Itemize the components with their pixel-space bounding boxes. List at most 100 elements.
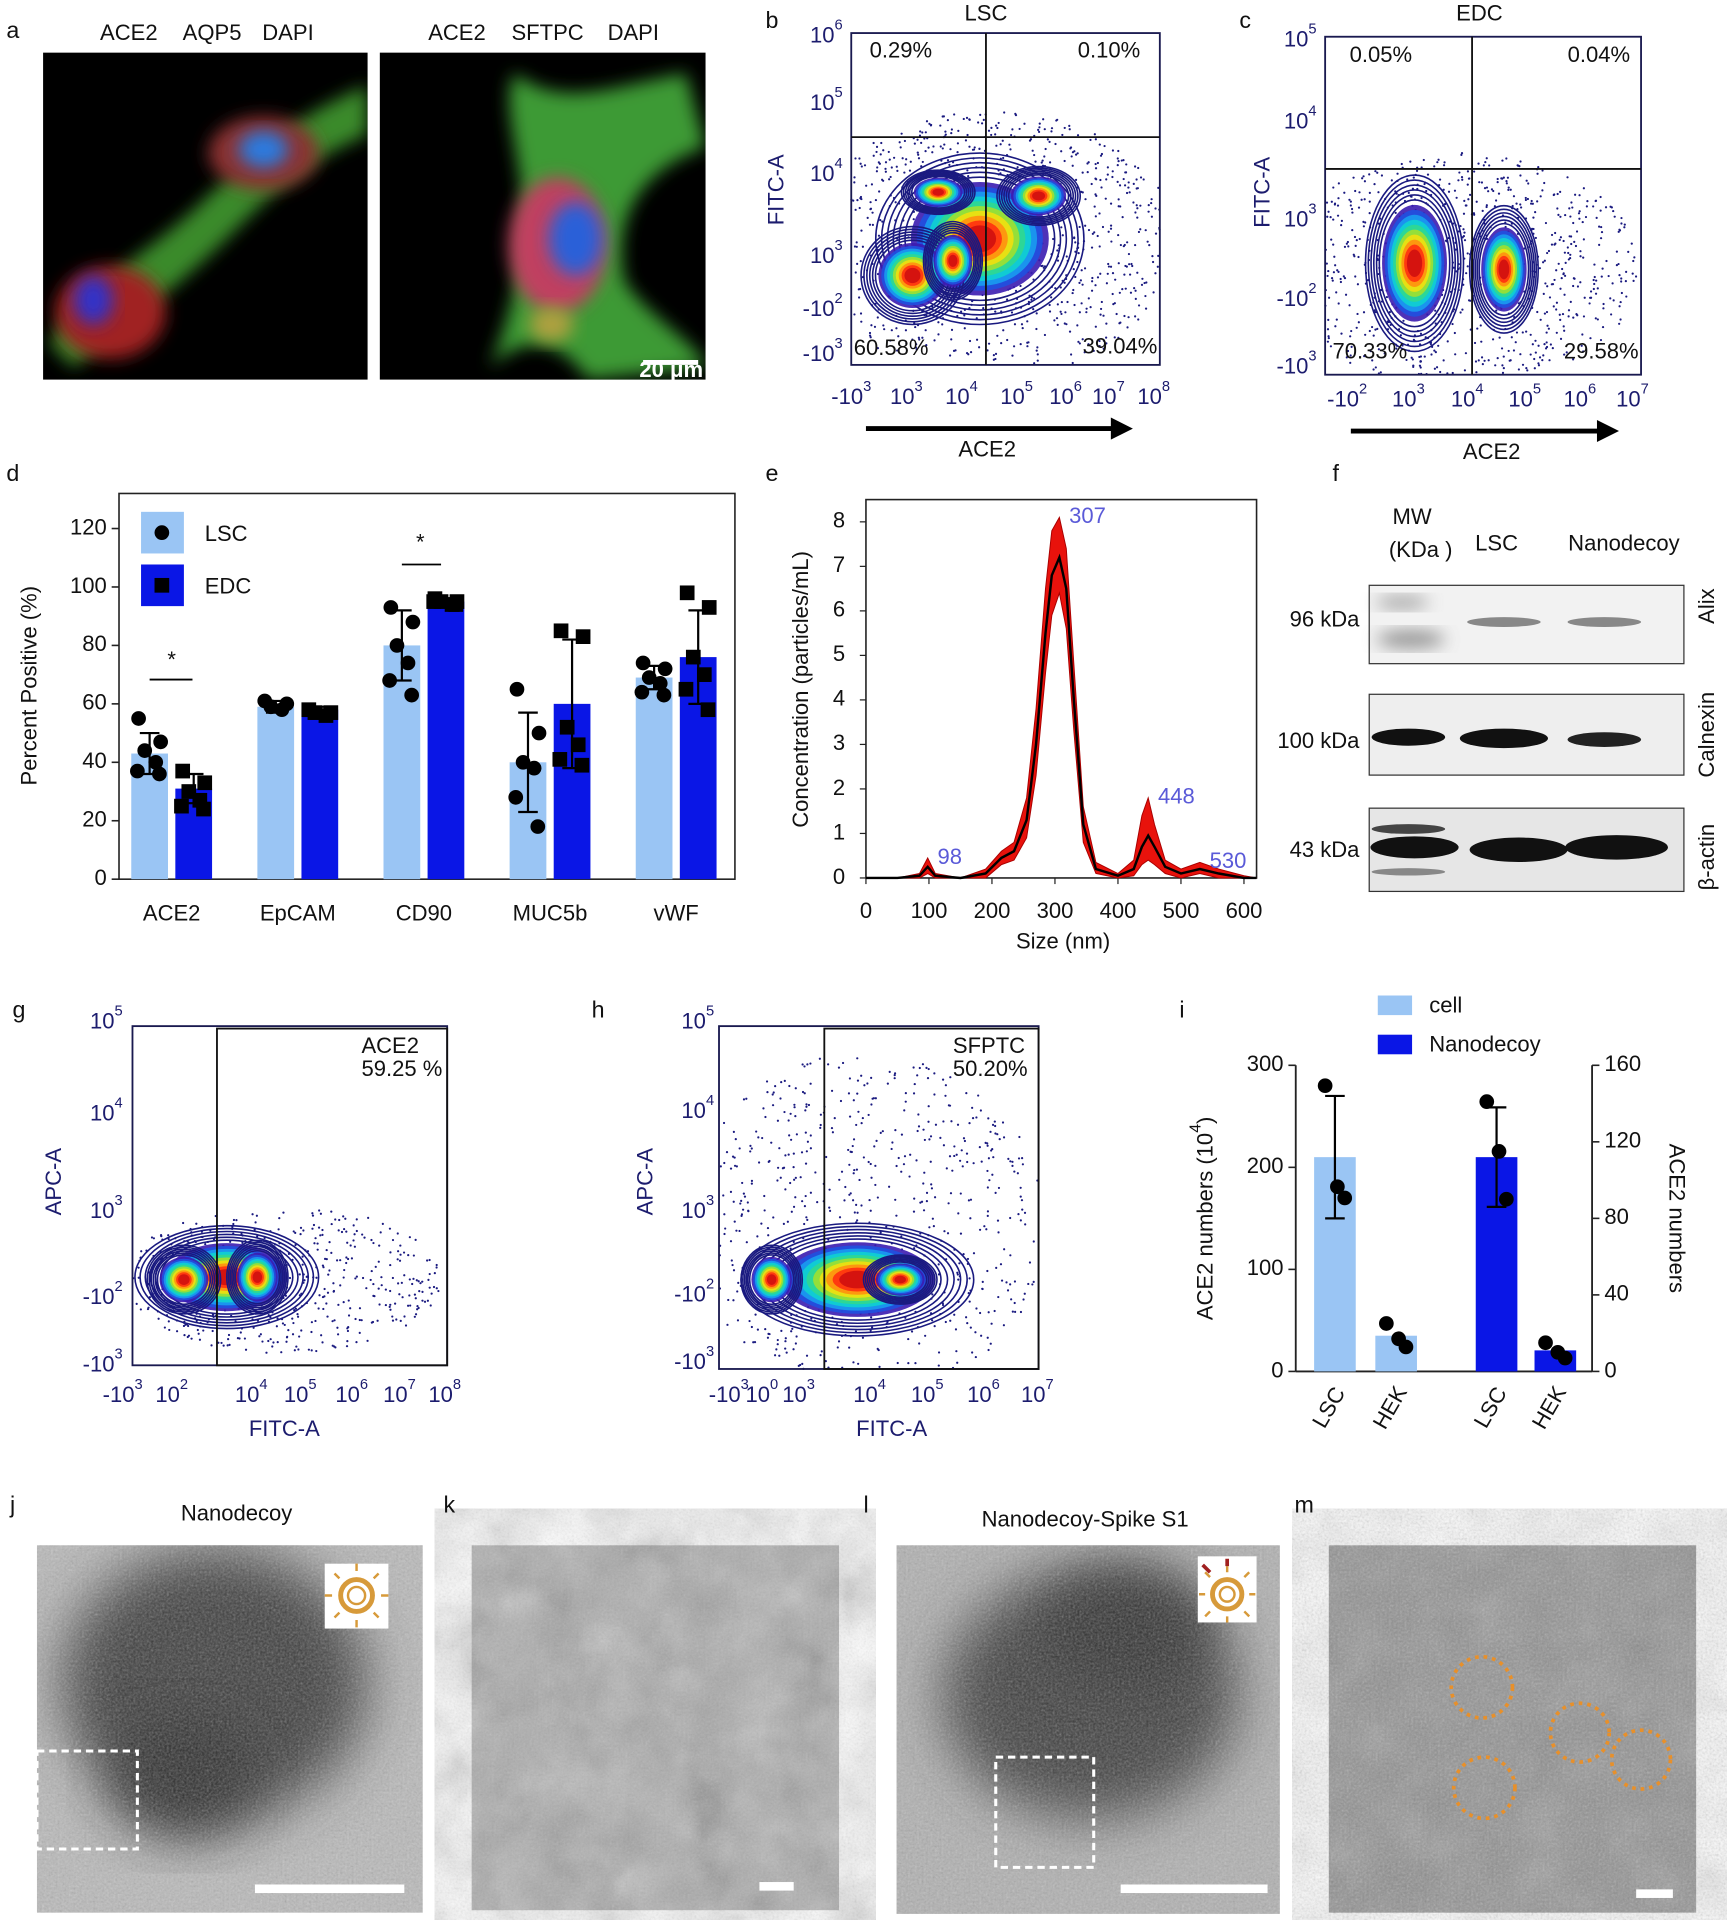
x-axis-label: ACE2 <box>958 436 1016 461</box>
data-point <box>509 681 525 697</box>
event-dot <box>1476 327 1479 330</box>
contour-ring <box>1478 222 1530 316</box>
event-dot <box>435 1287 438 1290</box>
event-dot <box>1123 243 1126 247</box>
data-point <box>530 819 546 834</box>
event-dot <box>1595 216 1598 219</box>
event-dot <box>1501 371 1505 374</box>
event-dot <box>1135 187 1138 190</box>
event-dot <box>1377 348 1380 351</box>
line <box>865 553 1257 880</box>
event-dot <box>1068 128 1071 131</box>
contour-ring <box>866 1257 934 1303</box>
event-dot <box>1461 178 1464 181</box>
event-dot <box>414 1313 418 1316</box>
exponent: 3 <box>135 1377 143 1393</box>
event-dot <box>1485 157 1488 160</box>
event-dot <box>785 1351 788 1354</box>
event-dot <box>994 133 997 136</box>
event-dot <box>1547 249 1551 253</box>
event-dot <box>926 1077 930 1080</box>
event-dot <box>959 1192 962 1195</box>
y-tick-label: 6 <box>833 597 845 622</box>
event-dot <box>1064 311 1067 314</box>
data-point <box>318 708 334 723</box>
contour-ring <box>148 1246 220 1313</box>
event-dot <box>1390 179 1393 182</box>
event-dot <box>1605 259 1608 263</box>
panel-title: Nanodecoy <box>181 1501 292 1526</box>
panel-label: k <box>444 1491 456 1517</box>
event-dot <box>913 142 916 145</box>
event-dot <box>925 1191 929 1194</box>
event-dot <box>1434 351 1437 354</box>
event-dot <box>1532 227 1535 231</box>
event-dot <box>921 131 924 134</box>
event-dot <box>1350 345 1353 348</box>
event-dot <box>876 316 879 319</box>
event-dot <box>399 1319 402 1322</box>
event-dot <box>235 1219 238 1222</box>
event-dot <box>1474 360 1478 363</box>
event-dot <box>1397 328 1401 331</box>
base: 10 <box>810 243 835 268</box>
event-dot <box>1089 306 1092 309</box>
event-dot <box>871 211 874 214</box>
event-dot <box>992 354 995 357</box>
event-dot <box>1043 155 1046 158</box>
event-dot <box>1081 283 1084 286</box>
event-dot <box>328 1241 331 1244</box>
bar <box>635 677 673 880</box>
exponent: 5 <box>115 1003 123 1019</box>
event-dot <box>778 1147 781 1150</box>
event-dot <box>913 1197 916 1200</box>
event-dot <box>307 1348 310 1351</box>
cells <box>490 73 706 380</box>
event-dot <box>914 1361 917 1365</box>
event-dot <box>342 1300 345 1304</box>
event-dot <box>1078 342 1081 345</box>
event-dot <box>741 1181 744 1185</box>
event-dot <box>330 1222 333 1226</box>
data-point <box>559 719 575 735</box>
event-dot <box>1519 353 1522 356</box>
event-dot <box>428 1258 431 1262</box>
event-dot <box>1123 184 1127 187</box>
event-dot <box>1545 310 1549 314</box>
base: 10 <box>1284 108 1309 133</box>
tick-label: 104 <box>853 1377 886 1407</box>
event-dot <box>893 156 896 159</box>
event-dot <box>950 132 953 135</box>
tick-label: 107 <box>1616 381 1649 411</box>
event-dot <box>384 1303 387 1307</box>
event-dot <box>1374 170 1377 173</box>
event-dot <box>856 1211 859 1214</box>
event-dot <box>884 167 887 170</box>
panel-label: b <box>766 7 779 33</box>
event-dot <box>801 1362 804 1365</box>
event-dot <box>1329 345 1333 348</box>
event-dot <box>1098 339 1101 343</box>
event-dot <box>784 1340 787 1343</box>
event-dot <box>1106 173 1109 176</box>
event-dot <box>428 1272 431 1276</box>
event-dot <box>1564 261 1567 265</box>
event-dot <box>1003 1248 1006 1251</box>
event-dot <box>1330 238 1333 241</box>
tick-label: 105 <box>911 1377 944 1407</box>
event-dot <box>852 1099 855 1102</box>
event-dot <box>1074 178 1078 181</box>
event-dot <box>1633 256 1636 259</box>
contour-ring <box>904 171 972 213</box>
event-dot <box>1003 111 1006 114</box>
event-dot <box>229 1240 232 1243</box>
event-dot <box>1490 188 1494 191</box>
event-dot <box>1337 302 1340 305</box>
event-dot <box>784 1154 787 1157</box>
exponent: 5 <box>935 1377 943 1393</box>
event-dot <box>732 1269 736 1272</box>
event-dot <box>749 1150 752 1153</box>
event-dot <box>904 1100 907 1103</box>
y-tick-label: 8 <box>833 508 845 533</box>
scale-bar <box>1120 1884 1268 1894</box>
